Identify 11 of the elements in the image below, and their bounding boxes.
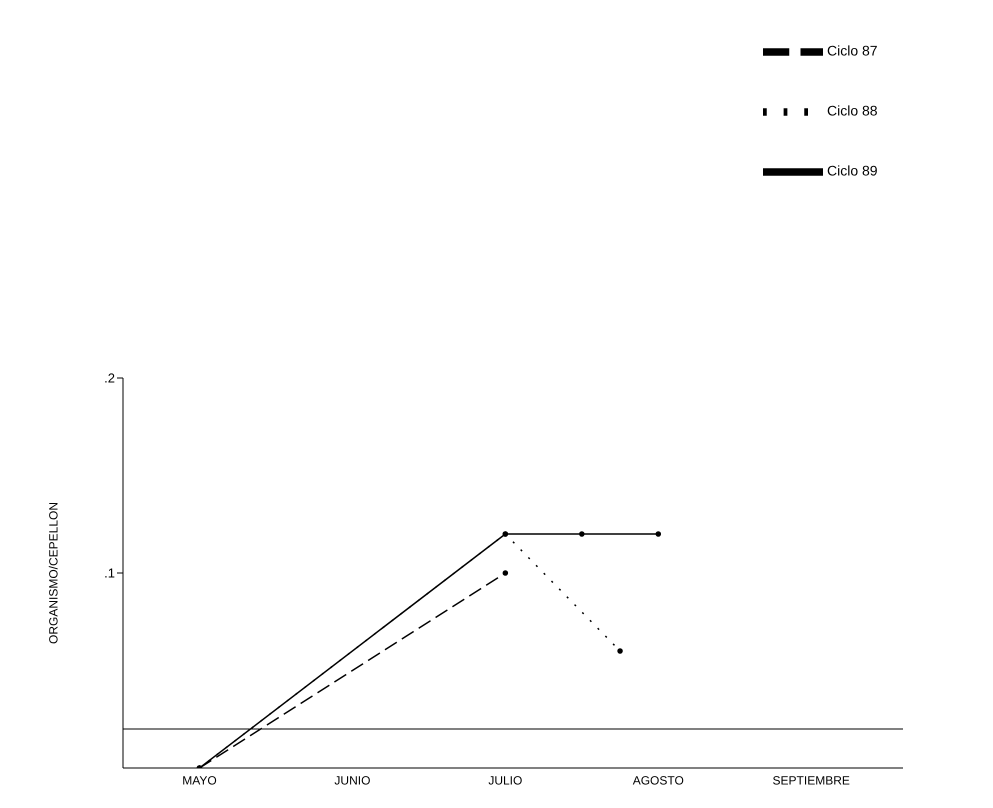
y-axis-title: ORGANISMO/CEPELLON <box>46 502 60 644</box>
legend-label: Ciclo 87 <box>827 42 878 59</box>
x-tick-label: SEPTIEMBRE <box>772 774 850 788</box>
x-tick-label: AGOSTO <box>632 774 684 788</box>
x-tick-label: JULIO <box>488 774 522 788</box>
y-tick-label: .2 <box>104 370 115 386</box>
x-tick-label: MAYO <box>182 774 217 788</box>
y-tick-label: .1 <box>104 566 115 581</box>
legend-label: Ciclo 89 <box>827 162 878 179</box>
x-tick-label: JUNIO <box>334 774 370 788</box>
legend-label: Ciclo 88 <box>827 102 878 119</box>
